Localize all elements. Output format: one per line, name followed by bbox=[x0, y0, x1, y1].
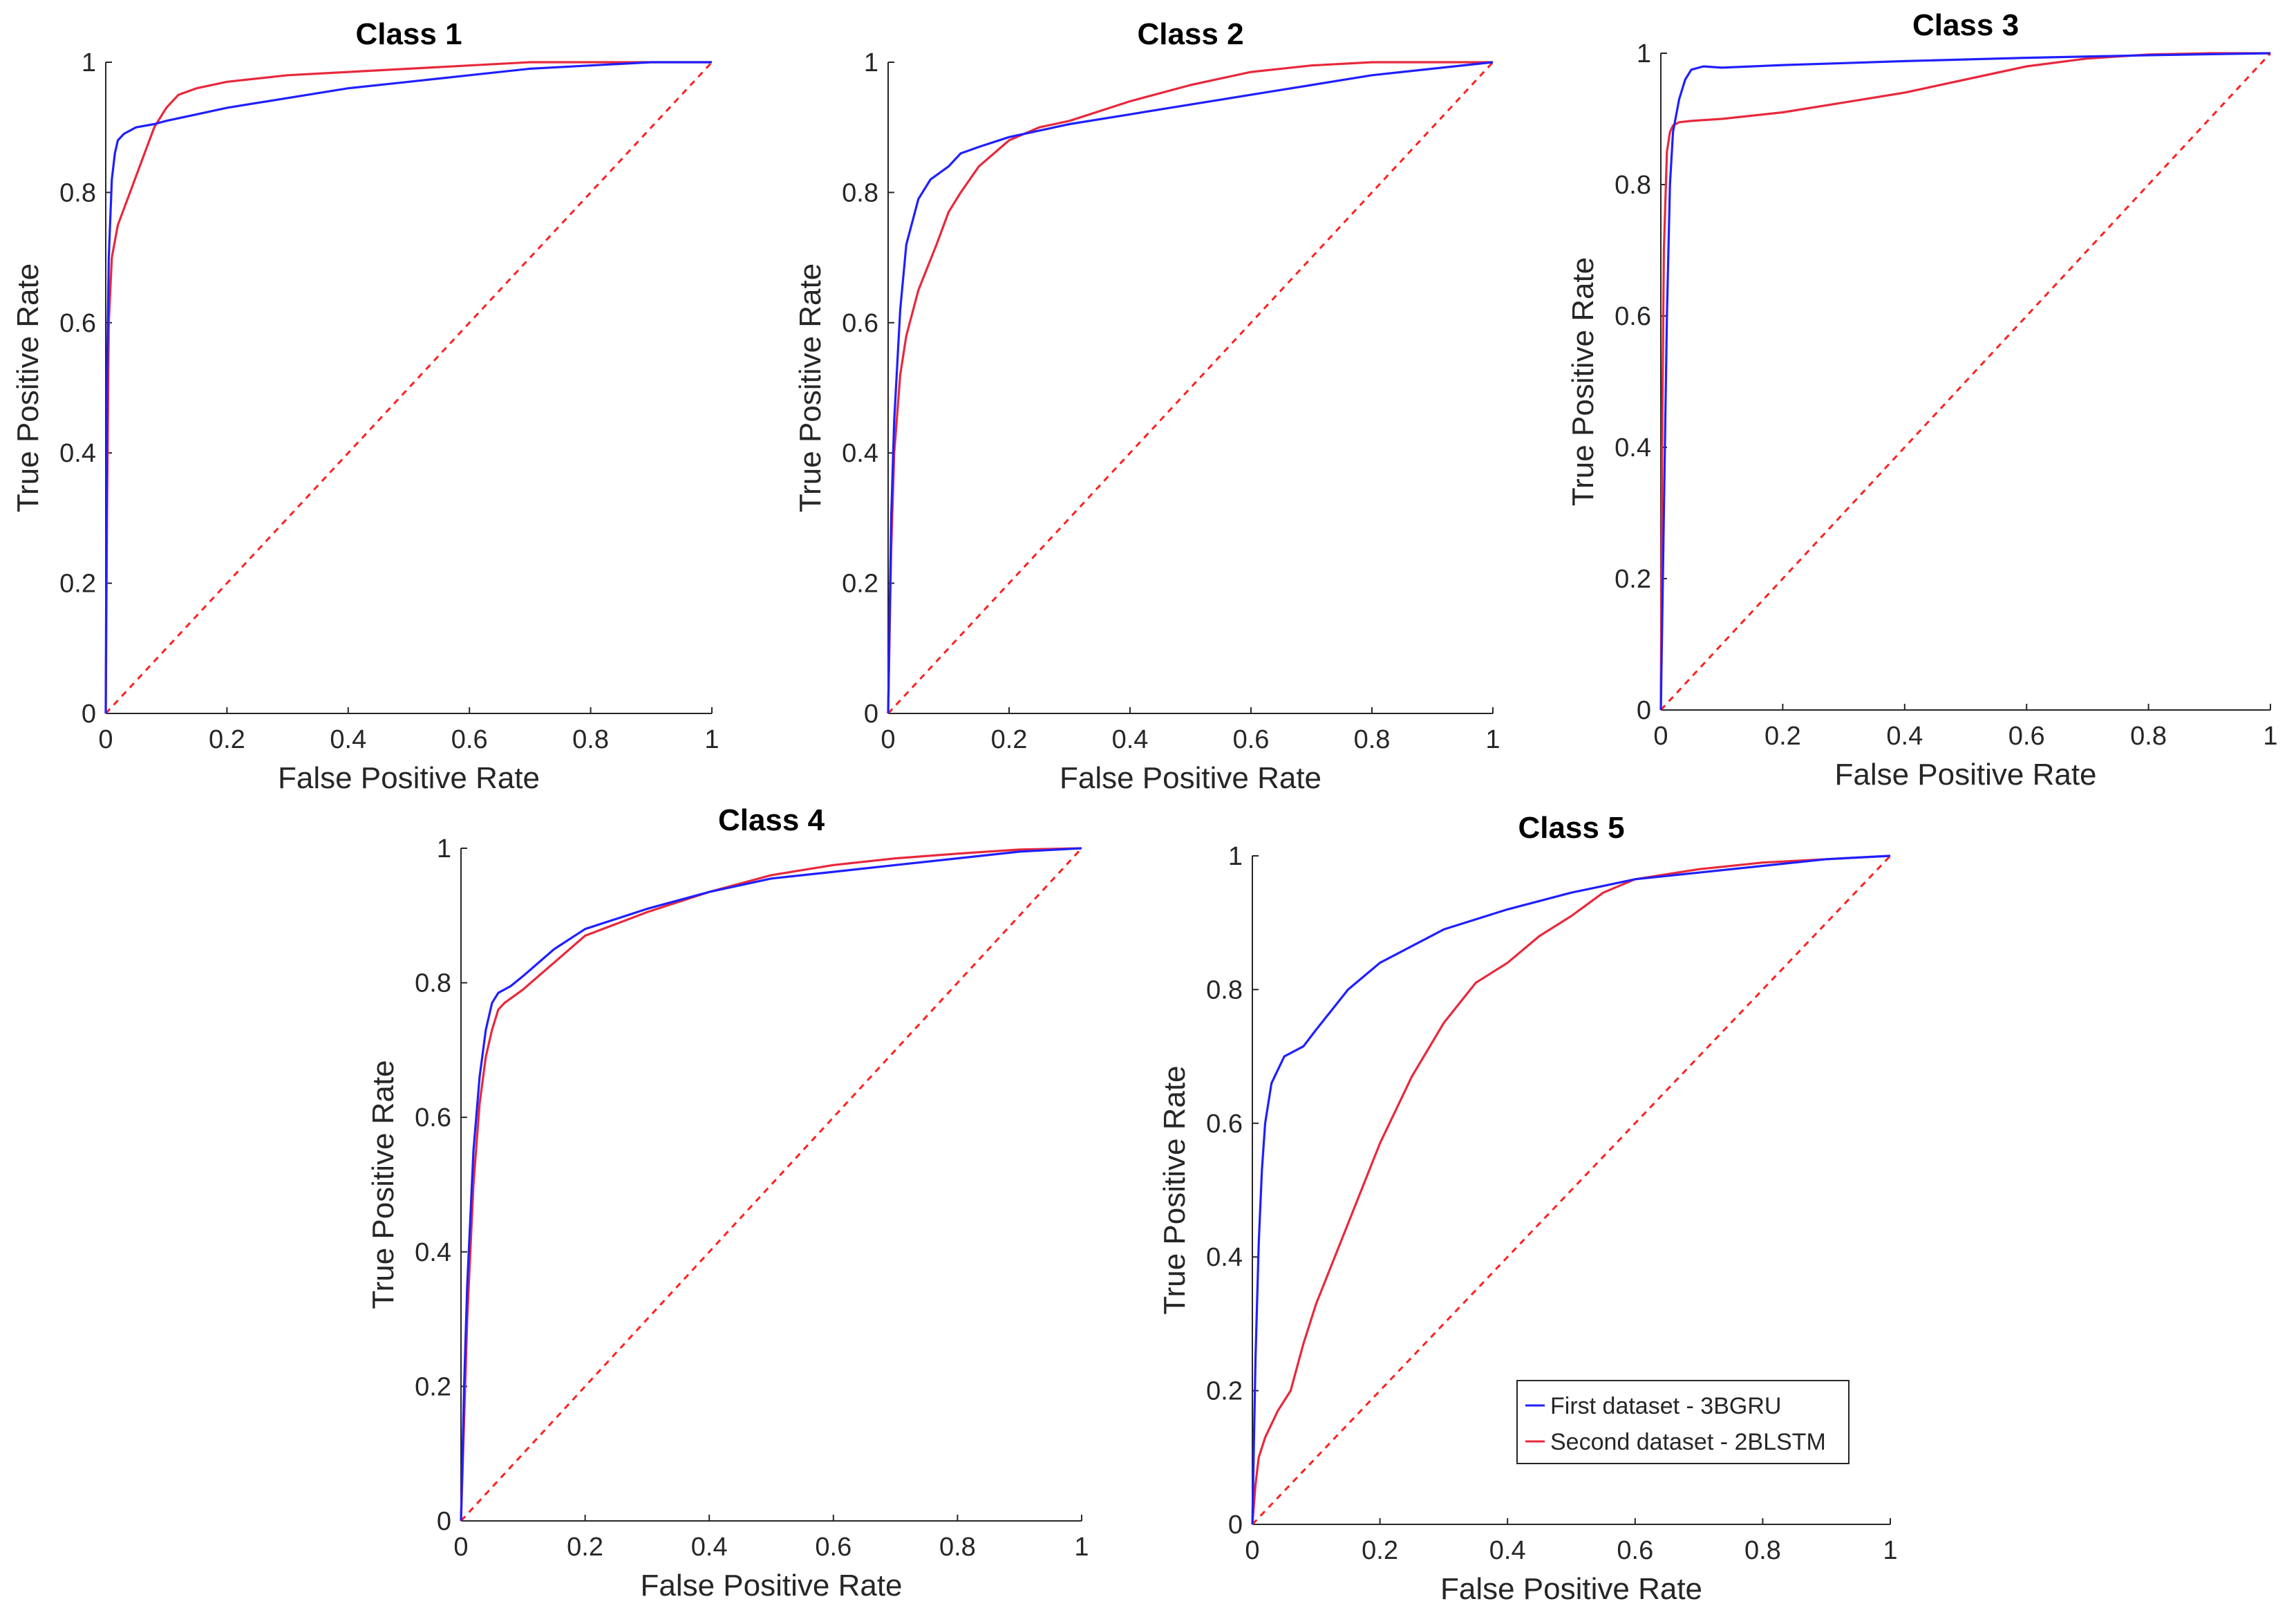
x-tick-label: 0.4 bbox=[691, 1533, 728, 1562]
second-dataset-roc-line bbox=[1251, 854, 1891, 1525]
x-tick-label: 1 bbox=[1485, 725, 1500, 754]
x-tick-label: 0.2 bbox=[991, 725, 1028, 754]
x-tick-label: 1 bbox=[1883, 1536, 1897, 1565]
y-tick-label: 0.4 bbox=[1615, 433, 1651, 462]
first-dataset-roc-line bbox=[1659, 52, 2271, 711]
y-tick-label: 0.2 bbox=[1206, 1377, 1243, 1406]
x-axis-label: False Positive Rate bbox=[278, 761, 540, 795]
legend-box bbox=[1516, 1380, 1850, 1464]
x-tick-label: 0.2 bbox=[209, 725, 245, 754]
y-tick-label: 0.8 bbox=[415, 969, 451, 998]
y-tick-label: 0.6 bbox=[415, 1103, 451, 1132]
x-tick-label: 0.4 bbox=[330, 725, 366, 754]
roc-panel-class-5: 0 0.2 0.4 0.6 0.8 1 0 0.2 0.4 0.6 0.8 1 Class 5 False… bbox=[1158, 811, 1898, 1606]
x-tick-label: 0 bbox=[1245, 1536, 1259, 1565]
y-axis-label: True Positive Rate bbox=[366, 1060, 400, 1309]
legend-label-first: First dataset - 3BGRU bbox=[1550, 1393, 1781, 1419]
x-tick-label: 0 bbox=[98, 725, 113, 754]
x-tick-label: 0.4 bbox=[1886, 722, 1923, 751]
x-tick-label: 0.2 bbox=[567, 1533, 603, 1562]
legend: First dataset - 3BGRU Second dataset - 2B… bbox=[1516, 1380, 1850, 1464]
y-tick-label: 0.4 bbox=[415, 1238, 451, 1267]
legend-label-second: Second dataset - 2BLSTM bbox=[1550, 1429, 1826, 1455]
x-tick-label: 0 bbox=[453, 1533, 468, 1562]
y-tick-label: 0.8 bbox=[1615, 171, 1651, 200]
y-tick-label: 0.2 bbox=[415, 1372, 451, 1401]
y-tick-label: 0 bbox=[82, 700, 96, 729]
y-tick-label: 0.6 bbox=[842, 309, 878, 338]
chance-diagonal-line bbox=[104, 61, 713, 715]
roc-panel-class-1: 0 0.2 0.4 0.6 0.8 1 0 0.2 0.4 0.6 0.8 1 Class 1 False… bbox=[11, 17, 719, 795]
x-axis-label: False Positive Rate bbox=[640, 1569, 902, 1602]
x-tick-label: 0 bbox=[881, 725, 895, 754]
y-tick-label: 0.4 bbox=[1206, 1243, 1243, 1272]
x-tick-label: 0.2 bbox=[1362, 1536, 1398, 1565]
first-dataset-roc-line bbox=[887, 61, 1494, 714]
chart-title: Class 3 bbox=[1912, 8, 2019, 42]
roc-panel-class-2: 0 0.2 0.4 0.6 0.8 1 0 0.2 0.4 0.6 0.8 1 Class 2 False… bbox=[793, 17, 1500, 795]
x-tick-label: 1 bbox=[1074, 1533, 1089, 1562]
x-tick-label: 0.6 bbox=[1617, 1536, 1653, 1565]
chance-diagonal-line bbox=[887, 61, 1494, 715]
y-tick-label: 1 bbox=[1228, 842, 1243, 871]
x-tick-label: 0.6 bbox=[1233, 725, 1270, 754]
y-axis-label: True Positive Rate bbox=[11, 263, 45, 512]
x-tick-label: 0.8 bbox=[1354, 725, 1391, 754]
chart-title: Class 5 bbox=[1518, 811, 1624, 845]
second-dataset-roc-line bbox=[1659, 52, 2270, 711]
y-tick-label: 0.6 bbox=[1206, 1110, 1243, 1139]
y-tick-label: 0.8 bbox=[1206, 975, 1243, 1004]
x-axis-label: False Positive Rate bbox=[1440, 1572, 1702, 1606]
x-tick-label: 1 bbox=[704, 725, 719, 754]
y-tick-label: 1 bbox=[864, 48, 878, 77]
y-tick-label: 0.6 bbox=[59, 309, 96, 338]
x-axis-label: False Positive Rate bbox=[1834, 758, 2096, 792]
x-tick-label: 0.8 bbox=[2130, 722, 2167, 751]
y-tick-label: 1 bbox=[1637, 39, 1651, 68]
y-tick-label: 0.4 bbox=[842, 439, 878, 468]
chart-title: Class 1 bbox=[355, 17, 462, 51]
x-tick-label: 0.8 bbox=[939, 1533, 976, 1562]
y-tick-label: 0 bbox=[864, 700, 878, 729]
x-tick-label: 0.2 bbox=[1765, 722, 1801, 751]
y-tick-label: 0.6 bbox=[1615, 302, 1651, 331]
y-tick-label: 1 bbox=[437, 834, 451, 863]
x-tick-label: 0.6 bbox=[815, 1533, 851, 1562]
y-tick-label: 0 bbox=[1637, 696, 1651, 725]
chance-diagonal-line bbox=[1251, 854, 1892, 1526]
second-dataset-roc-line bbox=[104, 61, 712, 714]
x-tick-label: 1 bbox=[2263, 722, 2277, 751]
y-tick-label: 0.2 bbox=[1615, 565, 1651, 594]
second-dataset-roc-line bbox=[460, 847, 1082, 1522]
chance-diagonal-line bbox=[1659, 52, 2272, 711]
x-tick-label: 0 bbox=[1653, 722, 1668, 751]
y-tick-label: 0.4 bbox=[59, 439, 96, 468]
x-tick-label: 0.4 bbox=[1489, 1536, 1526, 1565]
chart-title: Class 2 bbox=[1137, 17, 1243, 51]
x-tick-label: 0.6 bbox=[451, 725, 488, 754]
chart-title: Class 4 bbox=[718, 803, 825, 837]
second-dataset-roc-line bbox=[887, 61, 1493, 714]
y-tick-label: 0.2 bbox=[59, 570, 96, 599]
y-axis-label: True Positive Rate bbox=[1158, 1065, 1192, 1314]
x-tick-label: 0.6 bbox=[2008, 722, 2045, 751]
first-dataset-roc-line bbox=[460, 847, 1082, 1522]
x-axis-label: False Positive Rate bbox=[1060, 761, 1321, 795]
y-tick-label: 1 bbox=[82, 48, 96, 77]
y-axis-label: True Positive Rate bbox=[1566, 257, 1600, 506]
x-tick-label: 0.8 bbox=[1744, 1536, 1781, 1565]
first-dataset-roc-line bbox=[104, 61, 712, 714]
x-tick-label: 0.8 bbox=[572, 725, 609, 754]
roc-panel-class-4: 0 0.2 0.4 0.6 0.8 1 0 0.2 0.4 0.6 0.8 1 Class 4 False… bbox=[366, 803, 1089, 1602]
y-tick-label: 0.8 bbox=[59, 178, 96, 207]
roc-panel-class-3: 0 0.2 0.4 0.6 0.8 1 0 0.2 0.4 0.6 0.8 1 Class 3 False… bbox=[1566, 8, 2278, 792]
y-tick-label: 0 bbox=[1228, 1511, 1243, 1540]
x-tick-label: 0.4 bbox=[1112, 725, 1149, 754]
y-tick-label: 0.8 bbox=[842, 178, 878, 207]
y-tick-label: 0 bbox=[437, 1507, 451, 1536]
y-axis-label: True Positive Rate bbox=[793, 263, 827, 512]
first-dataset-roc-line bbox=[1251, 854, 1891, 1525]
y-tick-label: 0.2 bbox=[842, 570, 878, 599]
